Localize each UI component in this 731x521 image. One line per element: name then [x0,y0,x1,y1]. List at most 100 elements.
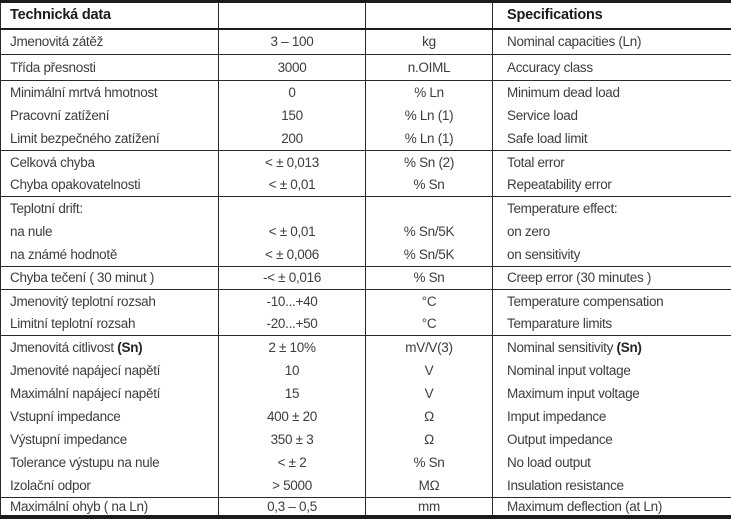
czech-label-cell: Izolační odpor [0,474,219,498]
english-label-cell: Temparature limits [507,316,612,332]
unit-cell: % Sn (2) [365,149,493,174]
unit-cell: °C [365,312,493,336]
unit-cell: V [365,381,493,406]
unit-cell: mm [365,497,493,517]
value-cell: 3000 [218,54,366,81]
table-row: Izolační odpor > 5000 MΩ Insulation resista… [0,474,731,498]
value-cell [218,196,366,220]
english-label-cell: Insulation resistance [507,478,624,494]
value-cell: 400 ± 20 [218,405,366,429]
czech-label-cell: Celková chyba [0,149,219,174]
table-row: Limitní teplotní rozsah -20...+50 °C Tempar… [0,312,731,336]
header-value-spacer [218,1,366,29]
english-label-cell: Nominal sensitivity (Sn) [492,335,731,359]
english-label-cell: Accuracy class [492,54,731,81]
english-label-cell: Nominal capacities (Ln) [507,34,642,50]
czech-label-cell: Chyba tečení ( 30 minut ) [0,265,219,290]
unit-cell: Ω [365,428,493,452]
value-cell: 200 [218,127,366,151]
table-row: Jmenovitá zátěž 3 – 100 kg Nominal capaciti… [0,28,731,55]
table-row: Třída přesnosti 3000 n.OIML Accuracy class [0,54,731,81]
unit-cell: % Sn/5K [365,242,493,267]
english-label-cell: Minimum dead load [492,80,731,105]
czech-label-cell: na nule [0,219,219,243]
czech-label-cell: Jmenovitý teplotní rozsah [0,288,219,313]
value-cell: < ± 2 [218,451,366,475]
unit-cell: kg [365,28,493,55]
value-cell: 350 ± 3 [218,428,366,452]
czech-label-cell: Maximální ohyb ( na Ln) [0,497,219,517]
english-label-cell: on zero [507,223,550,239]
spec-table-body: Jmenovitá zátěž 3 – 100 kg Nominal capaciti… [0,28,731,517]
czech-label-cell: Chyba opakovatelnosti [0,173,219,197]
unit-cell: % Sn [365,173,493,197]
table-header-row: Technická data Specifications [0,1,731,29]
table-row: Pracovní zatížení 150% Ln (1) Service load [0,104,731,128]
value-cell: -20...+50 [218,312,366,336]
unit-cell: n.OIML [365,54,493,81]
english-label-cell: Maximum deflection (at Ln) [492,497,731,517]
czech-label-cell: Limitní teplotní rozsah [0,312,219,336]
table-row: Chyba tečení ( 30 minut ) -< ± 0,016% Sn C… [0,265,731,290]
table-row: Minimální mrtvá hmotnost 0% Ln Minimum dea… [0,80,731,105]
table-row: Chyba opakovatelnosti < ± 0,01% Sn Repeata… [0,173,731,197]
czech-label-cell: Limit bezpečného zatížení [0,127,219,151]
header-unit-spacer [365,1,493,29]
header-czech-title: Technická data [0,1,219,29]
unit-cell: V [365,358,493,382]
unit-cell: MΩ [365,474,493,498]
english-label-cell: Temperature compensation [492,288,731,313]
czech-label-cell: Jmenovité napájecí napětí [0,358,219,382]
value-cell: < ± 0,013 [218,149,366,174]
czech-label-cell: Jmenovitá citlivost (Sn) [0,335,219,359]
value-cell: -< ± 0,016 [218,265,366,290]
value-cell: 0 [218,80,366,105]
table-row: Vstupní impedance 400 ± 20 Ω Imput impedanc… [0,405,731,429]
english-label-cell: Safe load limit [507,131,588,147]
czech-label-cell: na známé hodnotě [0,242,219,267]
table-row: Maximální ohyb ( na Ln) 0,3 – 0,5 mm Maximu… [0,497,731,517]
value-cell: < ± 0,006 [218,242,366,267]
unit-cell: mV/V(3) [365,335,493,359]
english-label-cell: Maximum input voltage [507,385,640,401]
table-row: Limit bezpečného zatížení 200% Ln (1) Safe… [0,127,731,151]
english-label-cell: Nominal input voltage [507,362,631,378]
english-label-cell: Output impedance [507,432,613,448]
table-row: Výstupní impedance 350 ± 3 Ω Output impedan… [0,428,731,452]
header-english-title: Specifications [507,7,603,24]
table-row: Teplotní drift: Temperature effect: [0,196,731,220]
value-cell: < ± 0,01 [218,219,366,243]
table-row: Jmenovité napájecí napětí 10 V Nominal inpu… [0,358,731,382]
english-label-cell: Service load [507,108,578,124]
czech-label-cell: Pracovní zatížení [0,104,219,128]
value-cell: 150 [218,104,366,128]
value-cell: 0,3 – 0,5 [218,497,366,517]
table-row: Tolerance výstupu na nule < ± 2% Sn No loa… [0,451,731,475]
unit-cell [365,196,493,220]
czech-label-cell: Jmenovitá zátěž [0,28,219,55]
value-cell: 2 ± 10% [218,335,366,359]
english-label-cell: Creep error (30 minutes ) [492,265,731,290]
english-label-cell: Temperature effect: [492,196,731,220]
unit-cell: % Sn/5K [365,219,493,243]
english-label-cell: Imput impedance [507,409,607,425]
value-cell: 15 [218,381,366,406]
unit-cell: % Sn [365,265,493,290]
czech-label-cell: Výstupní impedance [0,428,219,452]
unit-cell: % Ln (1) [365,104,493,128]
english-label-cell: Repeatability error [507,177,612,193]
unit-cell: % Ln (1) [365,127,493,151]
czech-label-cell: Teplotní drift: [0,196,219,220]
value-cell: > 5000 [218,474,366,498]
english-label-cell: Total error [492,149,731,174]
english-label-cell: No load output [507,455,591,471]
czech-label-cell: Minimální mrtvá hmotnost [0,80,219,105]
unit-cell: % Sn [365,451,493,475]
value-cell: < ± 0,01 [218,173,366,197]
table-row: Maximální napájecí napětí 15 V Maximum inpu… [0,381,731,406]
table-row: na známé hodnotě < ± 0,006% Sn/5K on sensi… [0,242,731,267]
table-row: na nule < ± 0,01% Sn/5K on zero [0,219,731,243]
unit-cell: Ω [365,405,493,429]
